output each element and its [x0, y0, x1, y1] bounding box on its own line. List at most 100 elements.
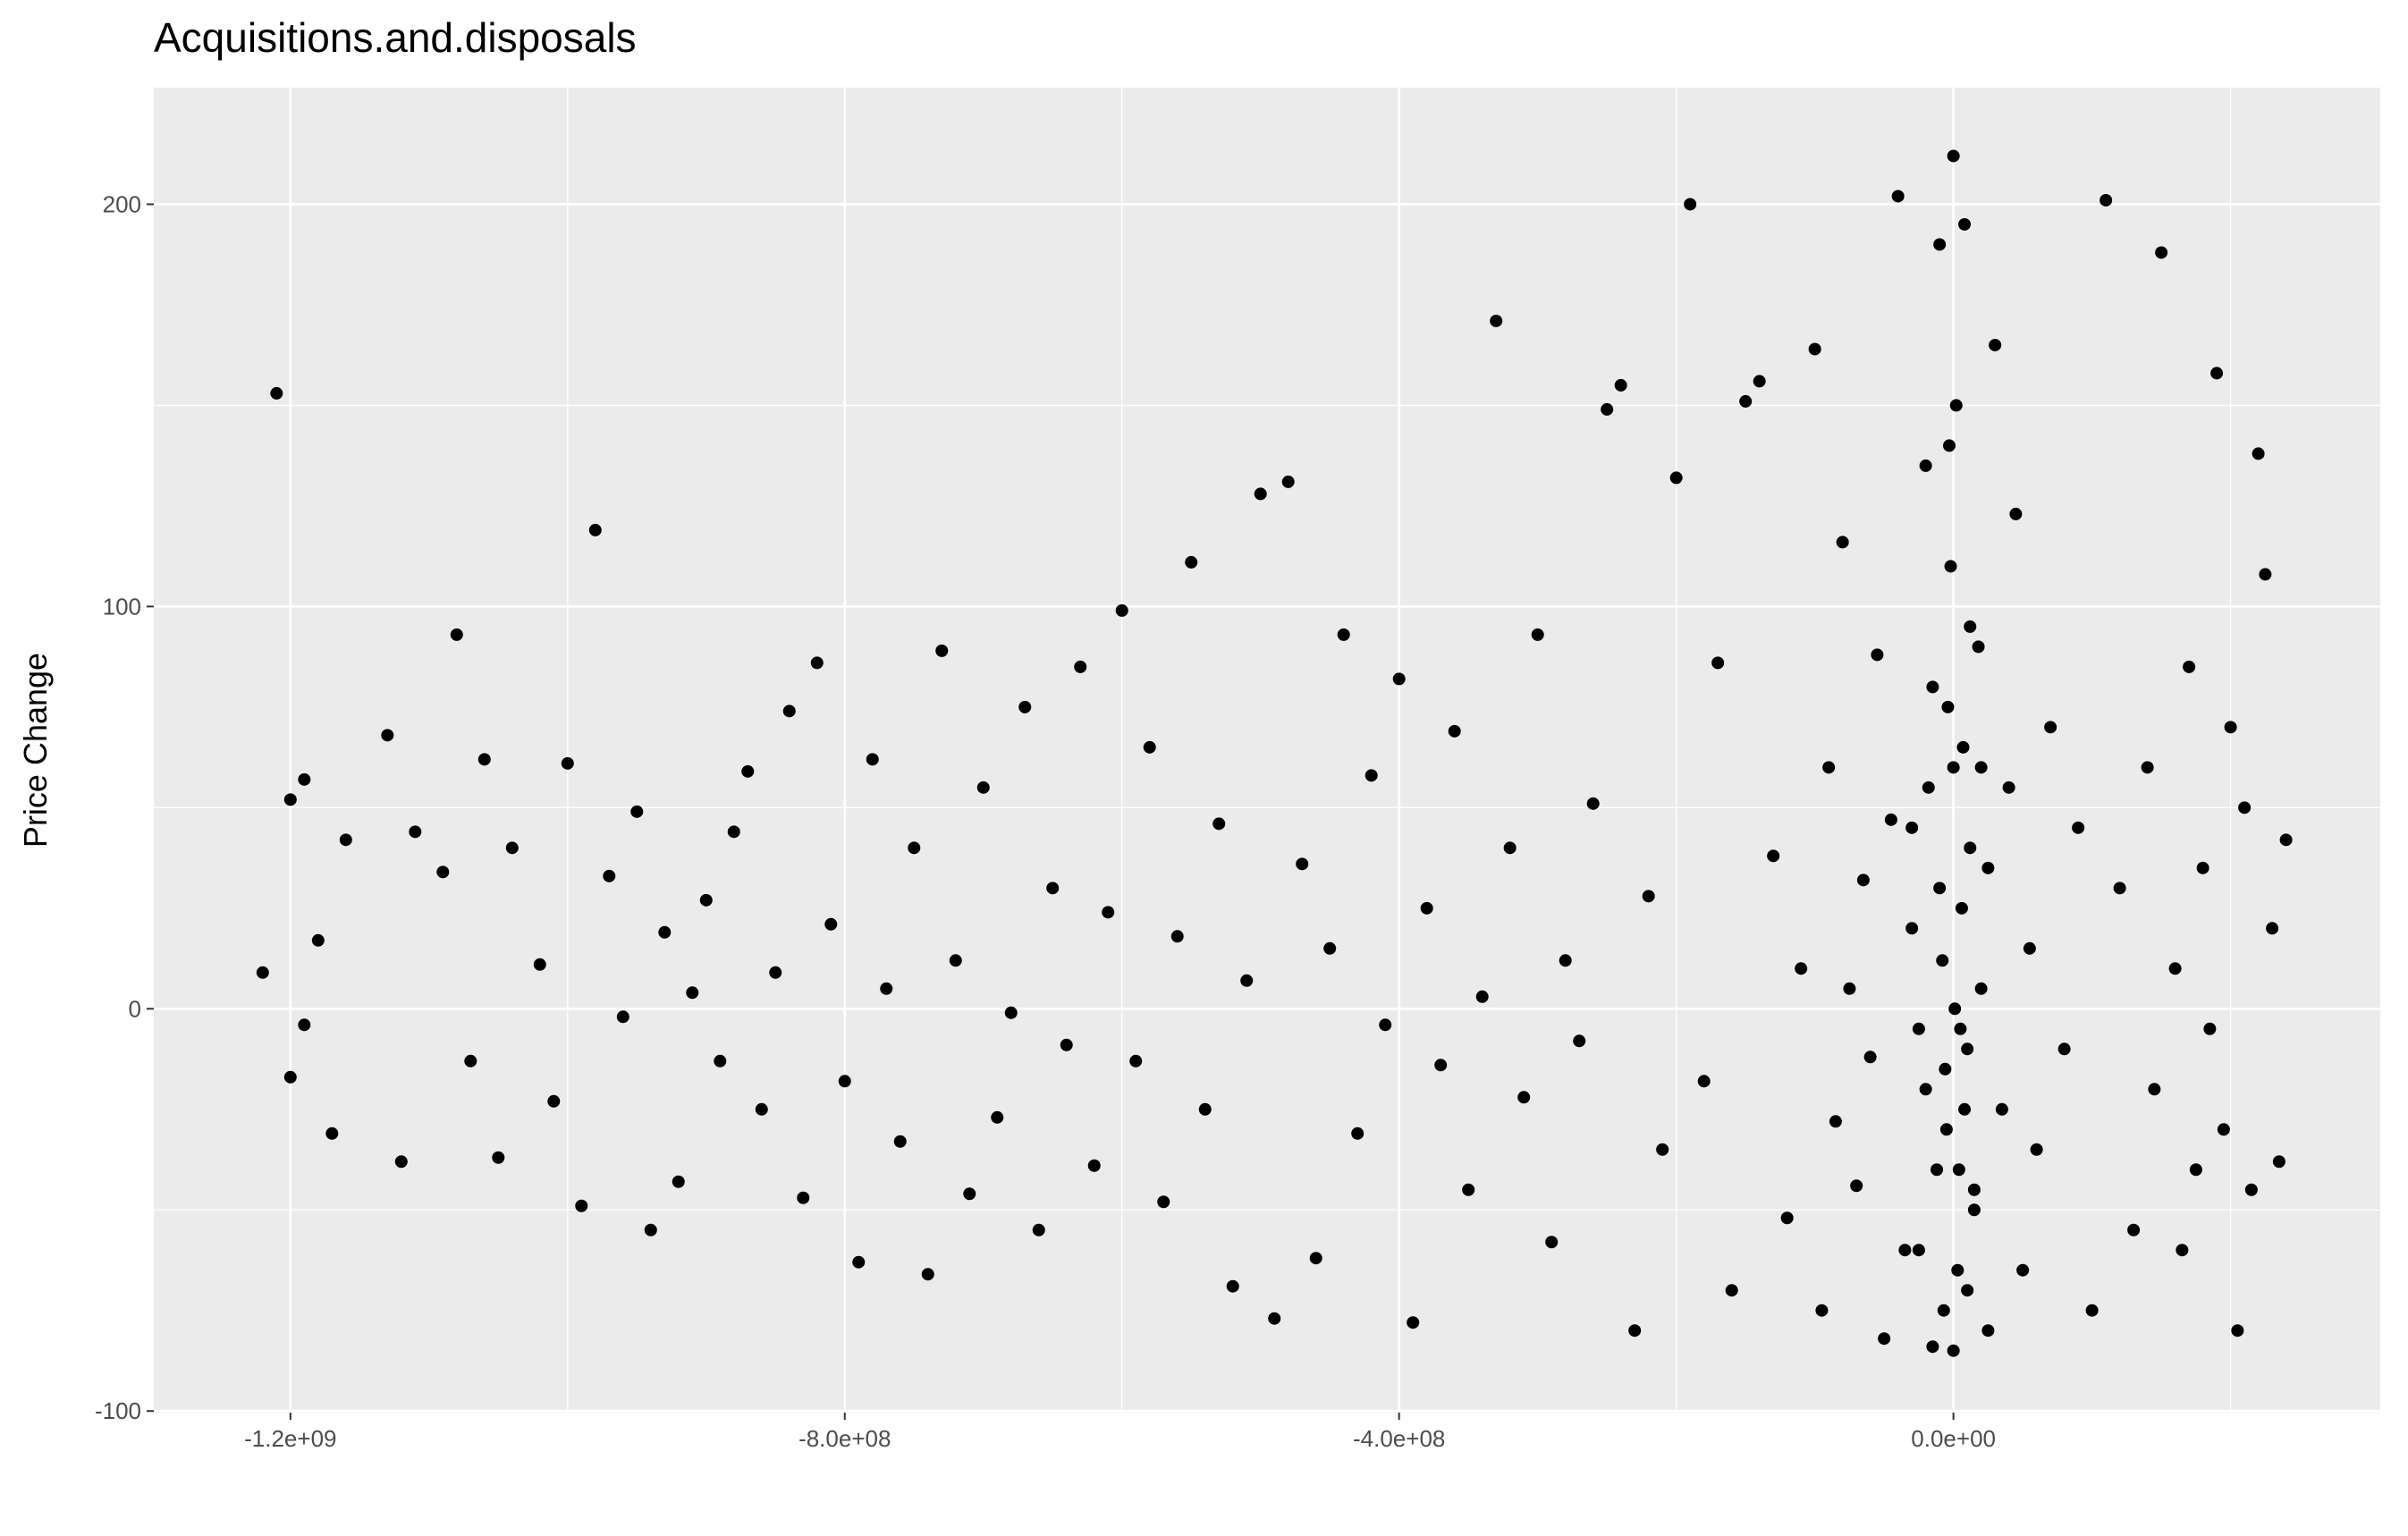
point: [2279, 833, 2293, 847]
point: [270, 386, 283, 400]
point: [852, 1255, 866, 1269]
point: [1157, 1195, 1170, 1209]
point: [2272, 1155, 2285, 1169]
point: [1905, 821, 1919, 834]
point: [2072, 821, 2085, 834]
point: [2203, 1022, 2217, 1035]
point: [1956, 740, 1970, 754]
point: [1226, 1279, 1239, 1293]
point: [1669, 471, 1683, 485]
point: [1379, 1018, 1392, 1032]
point: [394, 1155, 408, 1169]
point: [409, 825, 422, 839]
point: [1989, 338, 2002, 351]
point: [921, 1268, 934, 1281]
point: [1170, 930, 1184, 943]
point: [1948, 1002, 1962, 1016]
point: [381, 729, 394, 742]
point: [1143, 740, 1156, 754]
point: [741, 764, 755, 778]
y-tick-label: 200: [103, 190, 141, 217]
point: [2155, 246, 2168, 259]
point: [2176, 1244, 2189, 1257]
point: [672, 1175, 685, 1188]
point: [2044, 721, 2057, 734]
point: [1964, 620, 1977, 633]
point: [464, 1054, 477, 1068]
point: [1951, 1263, 1964, 1277]
y-tick-label: 0: [129, 995, 141, 1022]
point: [1684, 198, 1697, 211]
point: [2210, 367, 2224, 380]
point: [810, 656, 824, 670]
point: [1115, 603, 1128, 617]
point: [1060, 1038, 1073, 1051]
point: [298, 772, 311, 786]
point: [2085, 1304, 2099, 1317]
point: [1947, 149, 1960, 163]
point: [1898, 1244, 1912, 1257]
point: [2252, 447, 2265, 460]
point: [547, 1094, 561, 1108]
point: [1829, 1115, 1842, 1128]
point: [1939, 1123, 1953, 1136]
chart-title: Acquisitions.and.disposals: [154, 14, 637, 61]
point: [1711, 656, 1725, 670]
point: [838, 1075, 851, 1088]
point: [1365, 769, 1378, 782]
point: [1933, 238, 1947, 251]
point: [727, 825, 740, 839]
point: [1642, 890, 1655, 903]
point: [1475, 990, 1489, 1003]
point: [1420, 901, 1433, 915]
point: [1240, 974, 1254, 987]
point: [1936, 954, 1949, 967]
point: [1462, 1183, 1475, 1196]
point: [1922, 781, 1935, 794]
point: [2231, 1324, 2244, 1338]
point: [1815, 1304, 1829, 1317]
point: [2259, 568, 2272, 581]
point: [1254, 487, 1267, 501]
point: [1212, 817, 1226, 831]
point: [1490, 314, 1503, 327]
point: [1871, 648, 1884, 662]
point: [450, 628, 463, 641]
point: [1725, 1284, 1738, 1297]
point: [2023, 941, 2036, 955]
point: [963, 1187, 976, 1201]
point: [1018, 700, 1032, 713]
point: [477, 753, 491, 766]
point: [1046, 882, 1060, 895]
point: [2009, 507, 2023, 520]
point: [880, 982, 893, 995]
point: [1878, 1332, 1891, 1346]
point: [866, 753, 879, 766]
point: [436, 865, 450, 879]
point: [1884, 813, 1897, 826]
point: [1004, 1006, 1018, 1019]
point: [1628, 1324, 1642, 1338]
point: [1947, 761, 1960, 774]
point: [1448, 724, 1461, 738]
point: [1102, 906, 1115, 919]
point: [908, 841, 921, 855]
point: [782, 705, 796, 718]
point: [1323, 941, 1337, 955]
point: [2148, 1083, 2161, 1096]
point: [2168, 962, 2182, 975]
point: [1531, 628, 1544, 641]
point: [1268, 1312, 1281, 1325]
point: [2224, 721, 2237, 734]
point: [492, 1151, 505, 1164]
point: [1767, 849, 1780, 863]
point: [1972, 640, 1985, 654]
point: [1974, 982, 1988, 995]
y-tick-label: 100: [103, 593, 141, 620]
point: [1836, 536, 1849, 549]
point: [976, 781, 990, 794]
point: [311, 933, 325, 947]
point: [575, 1199, 588, 1212]
point: [1942, 439, 1956, 452]
